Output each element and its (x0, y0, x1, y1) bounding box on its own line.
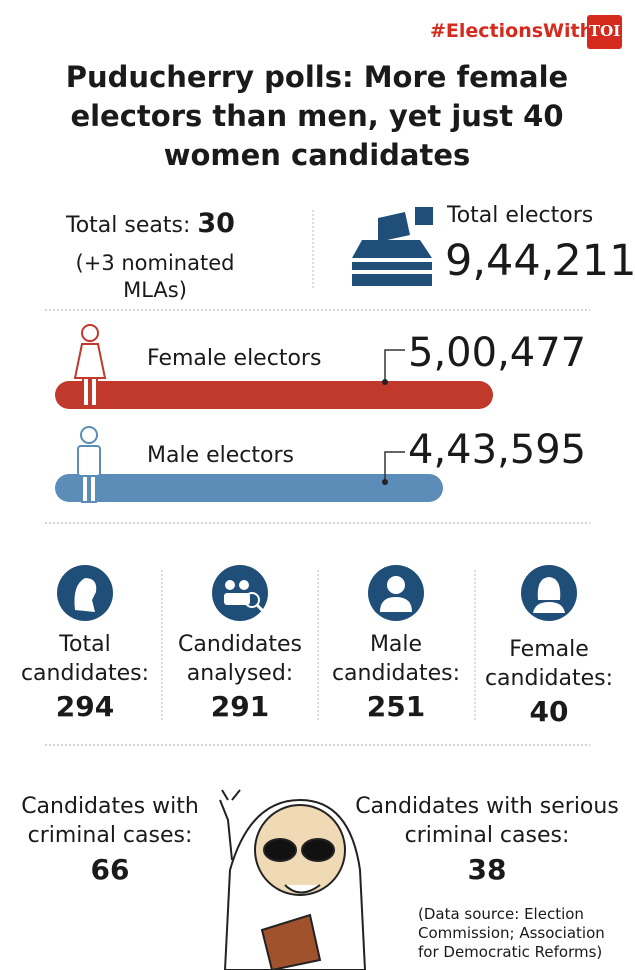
seats-label: Total seats: 30 (66, 208, 235, 239)
stat-label: Total candidates: (20, 632, 150, 686)
female-value: 5,00,477 (408, 330, 587, 376)
criminal-value: 66 (90, 853, 130, 886)
source: (Data source: Election Commission; Assoc… (418, 905, 605, 961)
leader-dot (382, 479, 388, 485)
female-label: Female electors (147, 346, 322, 371)
logo: TOI (589, 22, 621, 40)
stat-label: Male candidates: (331, 632, 461, 686)
serious-value: 38 (467, 853, 507, 886)
hashtag: #ElectionsWith (430, 20, 594, 42)
logo-box (587, 15, 622, 49)
electors-value: 9,44,211 (445, 236, 635, 286)
serious-label: Candidates with serious criminal cases: (355, 794, 619, 848)
candidate-icons (57, 565, 577, 621)
male-value: 4,43,595 (408, 427, 587, 473)
male-icon (77, 426, 101, 503)
stat-value: 291 (210, 690, 270, 723)
cartoon (219, 789, 367, 970)
electors-label: Total electors (447, 203, 594, 228)
leader-dot (382, 379, 388, 385)
leader-line (384, 451, 405, 482)
label: Total seats: (66, 213, 191, 238)
ballot-icon (352, 207, 433, 286)
stat-value: 40 (529, 695, 569, 728)
stat-label: Candidates analysed: (178, 632, 302, 686)
stat-value: 251 (366, 690, 426, 723)
stat-label: Female candidates: (484, 637, 614, 691)
value: 30 (197, 208, 235, 239)
female-icon (73, 324, 107, 407)
male-label: Male electors (147, 443, 294, 468)
female-bar (55, 381, 493, 409)
leader-line (384, 349, 405, 382)
stat-value: 294 (55, 690, 115, 723)
title: Puducherry polls: More female electors t… (65, 60, 569, 172)
male-bar (55, 474, 443, 502)
criminal-label: Candidates with criminal cases: (21, 794, 199, 848)
seats-note: (+3 nominated MLAs) (75, 251, 235, 302)
